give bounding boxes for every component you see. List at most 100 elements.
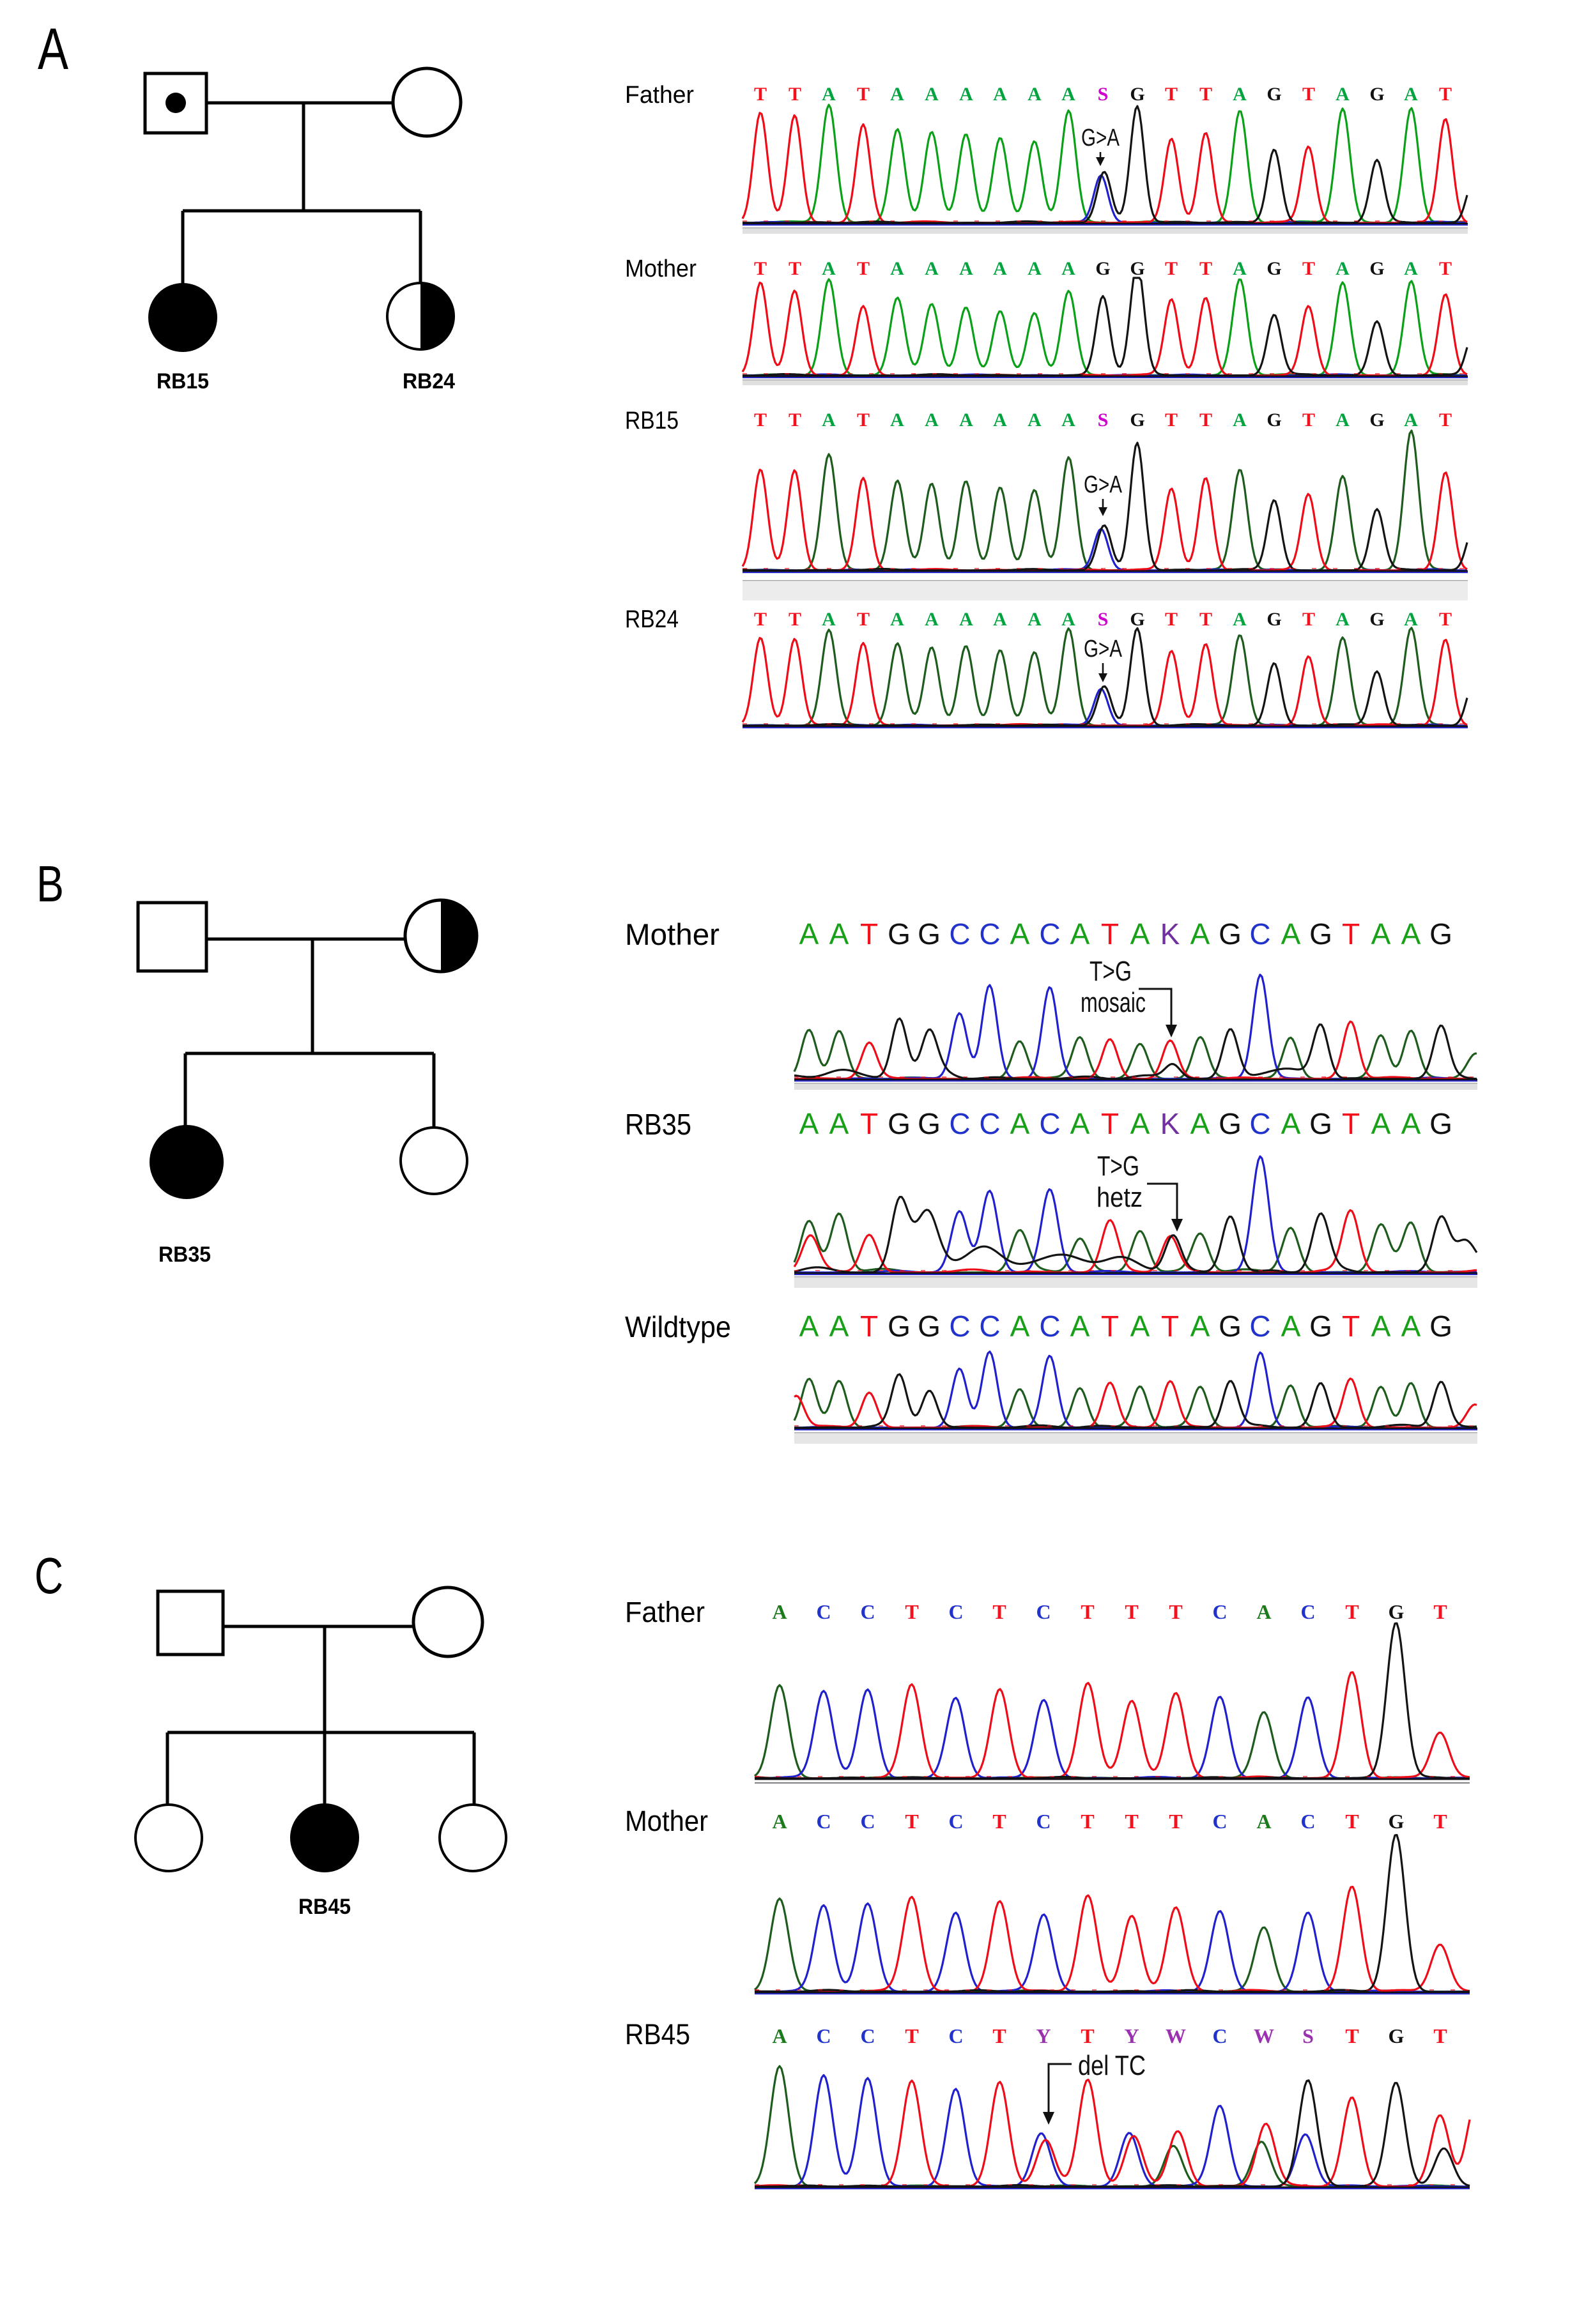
- svg-text:del TC: del TC: [1078, 2050, 1146, 2081]
- svg-text:G: G: [1309, 1310, 1332, 1343]
- svg-text:C: C: [948, 1810, 963, 1833]
- svg-text:Father: Father: [625, 1596, 705, 1628]
- svg-text:S: S: [1098, 84, 1109, 105]
- svg-text:T: T: [1169, 1810, 1182, 1833]
- svg-text:T: T: [1433, 1810, 1447, 1833]
- svg-text:RB24: RB24: [403, 369, 455, 394]
- svg-text:C: C: [860, 2024, 875, 2047]
- svg-text:W: W: [1254, 2024, 1274, 2047]
- svg-text:C: C: [948, 1600, 963, 1623]
- svg-text:S: S: [1098, 609, 1109, 630]
- svg-text:T: T: [860, 1107, 878, 1140]
- svg-text:C: C: [948, 2024, 963, 2047]
- svg-text:C: C: [35, 1547, 63, 1604]
- svg-text:T: T: [789, 609, 801, 630]
- svg-text:G: G: [1219, 1310, 1242, 1343]
- svg-text:A: A: [772, 1600, 787, 1623]
- svg-text:T: T: [857, 258, 870, 279]
- svg-text:G: G: [1130, 84, 1144, 105]
- svg-text:A: A: [1401, 1310, 1421, 1343]
- svg-text:A: A: [829, 1107, 849, 1140]
- svg-text:Mother: Mother: [625, 917, 720, 951]
- svg-text:RB35: RB35: [625, 1108, 691, 1141]
- svg-text:G: G: [1429, 1107, 1452, 1140]
- svg-text:T: T: [992, 2024, 1006, 2047]
- svg-text:A: A: [1336, 258, 1350, 279]
- svg-text:G: G: [1429, 1310, 1452, 1343]
- svg-text:G: G: [1266, 84, 1281, 105]
- svg-text:A: A: [829, 917, 849, 951]
- svg-text:T: T: [1101, 917, 1119, 951]
- svg-text:T: T: [1439, 609, 1452, 630]
- svg-text:C: C: [1212, 2024, 1227, 2047]
- svg-text:A: A: [993, 609, 1007, 630]
- svg-text:T: T: [1165, 84, 1178, 105]
- svg-text:A: A: [1070, 917, 1090, 951]
- svg-text:T: T: [1302, 258, 1315, 279]
- svg-text:T: T: [1342, 917, 1360, 951]
- svg-text:A: A: [822, 409, 836, 431]
- svg-text:T: T: [754, 258, 767, 279]
- svg-text:T: T: [1439, 84, 1452, 105]
- svg-text:A: A: [925, 84, 939, 105]
- svg-text:A: A: [1070, 1310, 1090, 1343]
- svg-text:RB45: RB45: [625, 2018, 690, 2051]
- svg-text:T: T: [1439, 409, 1452, 431]
- svg-text:T: T: [1302, 609, 1315, 630]
- svg-text:G: G: [1266, 409, 1281, 431]
- svg-text:A: A: [1070, 1107, 1090, 1140]
- svg-text:RB15: RB15: [157, 369, 209, 394]
- svg-text:A: A: [959, 409, 973, 431]
- svg-text:T: T: [1165, 609, 1178, 630]
- svg-text:A: A: [890, 409, 904, 431]
- svg-text:T: T: [860, 1310, 878, 1343]
- svg-text:T: T: [1199, 409, 1212, 431]
- svg-text:A: A: [829, 1310, 849, 1343]
- svg-text:W: W: [1166, 2024, 1186, 2047]
- svg-text:G: G: [1369, 84, 1384, 105]
- svg-text:C: C: [1036, 1810, 1051, 1833]
- svg-text:A: A: [1028, 258, 1042, 279]
- svg-text:T: T: [754, 84, 767, 105]
- svg-text:A: A: [1404, 609, 1418, 630]
- svg-text:A: A: [1404, 258, 1418, 279]
- svg-text:T: T: [1199, 84, 1212, 105]
- svg-text:T: T: [1302, 84, 1315, 105]
- svg-text:A: A: [925, 258, 939, 279]
- svg-text:RB45: RB45: [298, 1895, 351, 1919]
- svg-text:T: T: [992, 1810, 1006, 1833]
- svg-text:A: A: [1401, 1107, 1421, 1140]
- svg-text:A: A: [1281, 917, 1301, 951]
- svg-text:mosaic: mosaic: [1081, 987, 1146, 1018]
- svg-text:B: B: [36, 855, 64, 912]
- svg-text:A: A: [799, 1310, 819, 1343]
- svg-text:C: C: [1039, 1310, 1060, 1343]
- svg-text:T: T: [1345, 1810, 1359, 1833]
- svg-text:A: A: [1061, 258, 1075, 279]
- svg-text:C: C: [979, 917, 1000, 951]
- svg-text:G: G: [1309, 1107, 1332, 1140]
- svg-text:C: C: [1212, 1810, 1227, 1833]
- svg-text:A: A: [959, 258, 973, 279]
- svg-text:T: T: [754, 409, 767, 431]
- svg-text:A: A: [1401, 917, 1421, 951]
- svg-text:C: C: [816, 2024, 831, 2047]
- svg-text:C: C: [949, 1310, 970, 1343]
- svg-text:T: T: [1433, 2024, 1447, 2047]
- svg-text:T: T: [1302, 409, 1315, 431]
- svg-text:G: G: [1095, 258, 1110, 279]
- svg-text:A: A: [799, 917, 819, 951]
- svg-text:T: T: [1342, 1107, 1360, 1140]
- svg-text:G>A: G>A: [1084, 471, 1122, 498]
- svg-text:A: A: [1336, 409, 1350, 431]
- svg-text:A: A: [1336, 609, 1350, 630]
- svg-text:A: A: [822, 258, 836, 279]
- svg-text:A: A: [1130, 917, 1150, 951]
- svg-text:A: A: [1404, 84, 1418, 105]
- svg-text:T: T: [905, 2024, 918, 2047]
- svg-text:G: G: [1309, 917, 1332, 951]
- svg-text:A: A: [1371, 1107, 1391, 1140]
- svg-text:G: G: [1219, 917, 1242, 951]
- svg-text:T: T: [905, 1810, 918, 1833]
- svg-text:G: G: [888, 1310, 911, 1343]
